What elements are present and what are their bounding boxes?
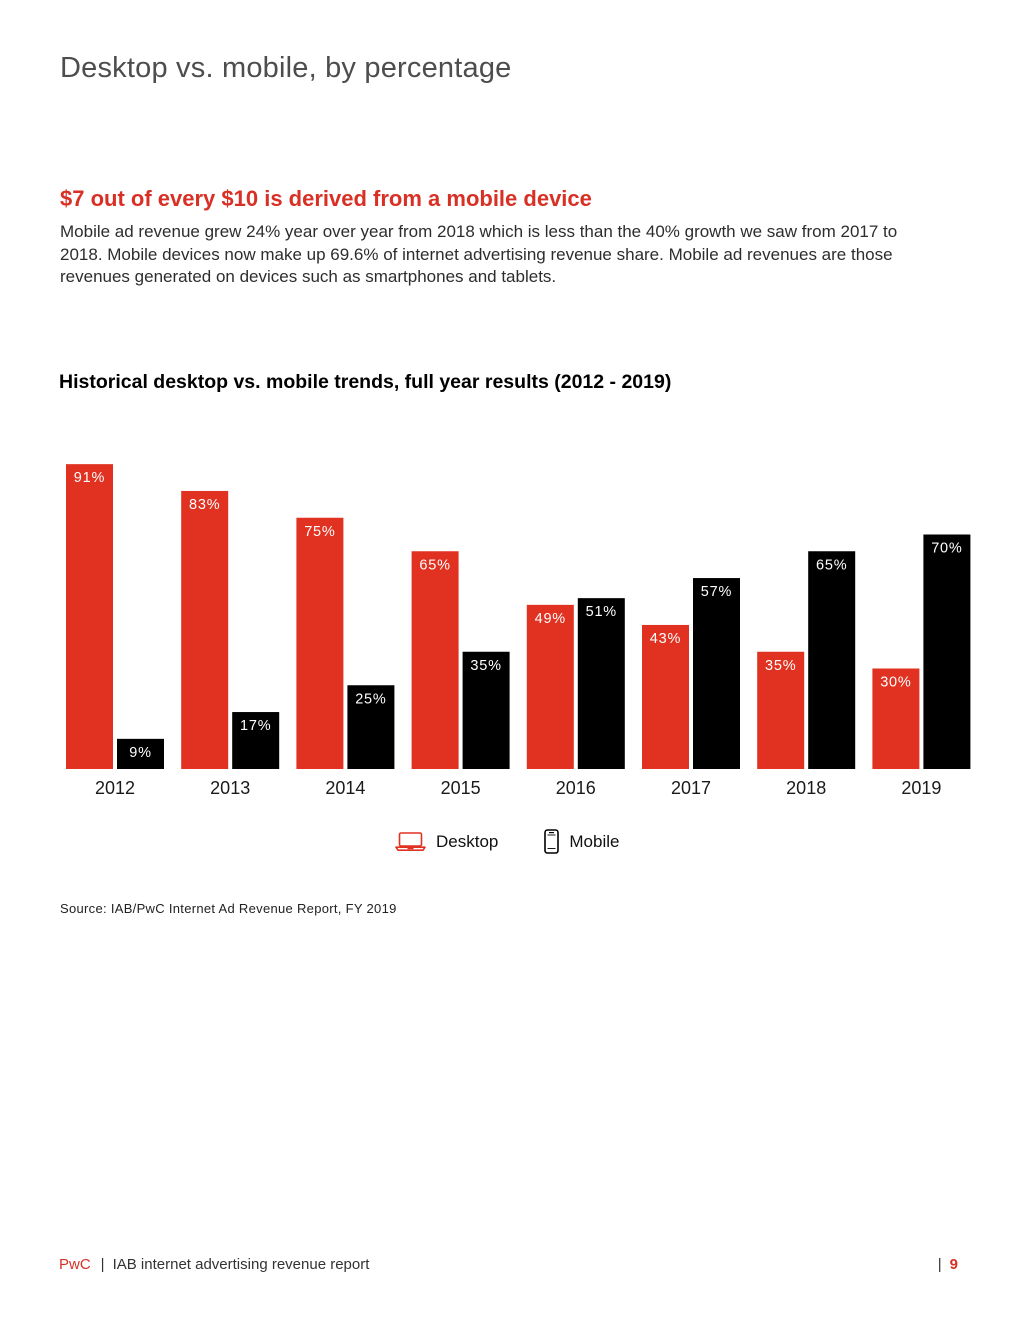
data-label-mobile-2018: 65% — [816, 557, 847, 573]
bar-mobile-2018 — [808, 551, 856, 769]
bar-mobile-2017 — [693, 578, 740, 769]
bar-desktop-2014 — [296, 517, 344, 769]
data-label-desktop-2019: 30% — [880, 675, 911, 691]
bar-desktop-2016 — [526, 604, 574, 769]
smartphone-icon — [544, 829, 560, 854]
footer: PwC | IAB internet advertising revenue r… — [59, 1256, 369, 1273]
bar-chart: 91% 9% 2012 83% 17% 2013 75% 25% 2014 65% 35% 2015 4… — [66, 464, 971, 798]
bar-desktop-2018 — [757, 651, 805, 769]
footer-brand: PwC — [59, 1256, 91, 1273]
page-number: 9 — [949, 1256, 958, 1273]
laptop-icon — [395, 832, 426, 851]
footer-report-name: IAB internet advertising revenue report — [112, 1256, 370, 1273]
bar-mobile-2013 — [232, 712, 280, 769]
body-paragraph: Mobile ad revenue grew 24% year over yea… — [60, 222, 898, 286]
legend-item-mobile: Mobile — [544, 829, 619, 854]
bar-mobile-2014 — [347, 685, 395, 769]
data-label-desktop-2013: 83% — [189, 497, 220, 513]
legend-item-desktop: Desktop — [395, 832, 498, 852]
data-label-desktop-2018: 35% — [765, 658, 796, 674]
data-label-mobile-2016: 51% — [586, 604, 617, 620]
page-number-block: | 9 — [938, 1256, 958, 1273]
x-tick-label-2016: 2016 — [556, 778, 596, 798]
x-tick-label-2012: 2012 — [95, 778, 135, 798]
x-tick-label-2017: 2017 — [671, 778, 711, 798]
data-label-mobile-2019: 70% — [931, 541, 962, 557]
data-label-mobile-2014: 25% — [355, 691, 386, 707]
page-number-separator: | — [937, 1256, 942, 1273]
data-label-desktop-2017: 43% — [650, 631, 681, 647]
bar-mobile-2016 — [577, 598, 625, 769]
bar-desktop-2012 — [66, 464, 113, 769]
footer-separator: | — [100, 1256, 105, 1273]
data-label-mobile-2015: 35% — [470, 658, 501, 674]
x-tick-label-2015: 2015 — [441, 778, 481, 798]
legend-mobile-label: Mobile — [569, 831, 620, 851]
data-label-desktop-2012: 91% — [74, 470, 105, 486]
data-label-desktop-2014: 75% — [304, 524, 335, 540]
data-label-mobile-2012: 9% — [129, 745, 152, 761]
data-label-mobile-2013: 17% — [240, 718, 271, 734]
bar-mobile-2015 — [462, 651, 510, 769]
x-tick-label-2014: 2014 — [325, 778, 365, 798]
data-label-desktop-2016: 49% — [535, 611, 566, 627]
chart-legend: Desktop Mobile — [395, 829, 619, 854]
data-label-mobile-2017: 57% — [701, 584, 732, 600]
source-note: Source: IAB/PwC Internet Ad Revenue Repo… — [60, 901, 397, 916]
x-tick-label-2019: 2019 — [901, 778, 941, 798]
data-label-desktop-2015: 65% — [419, 557, 450, 573]
legend-desktop-label: Desktop — [436, 831, 499, 851]
x-tick-label-2013: 2013 — [210, 778, 250, 798]
bar-mobile-2019 — [923, 534, 971, 769]
chart-title: Historical desktop vs. mobile trends, fu… — [59, 371, 672, 393]
bar-desktop-2015 — [411, 551, 459, 769]
x-tick-label-2018: 2018 — [786, 778, 826, 798]
bar-desktop-2017 — [642, 624, 689, 769]
page-title: Desktop vs. mobile, by percentage — [60, 52, 512, 84]
bar-desktop-2013 — [181, 490, 229, 769]
bar-mobile-2012 — [117, 738, 164, 769]
highlight-heading: $7 out of every $10 is derived from a mo… — [60, 186, 592, 211]
bar-desktop-2019 — [872, 668, 920, 769]
